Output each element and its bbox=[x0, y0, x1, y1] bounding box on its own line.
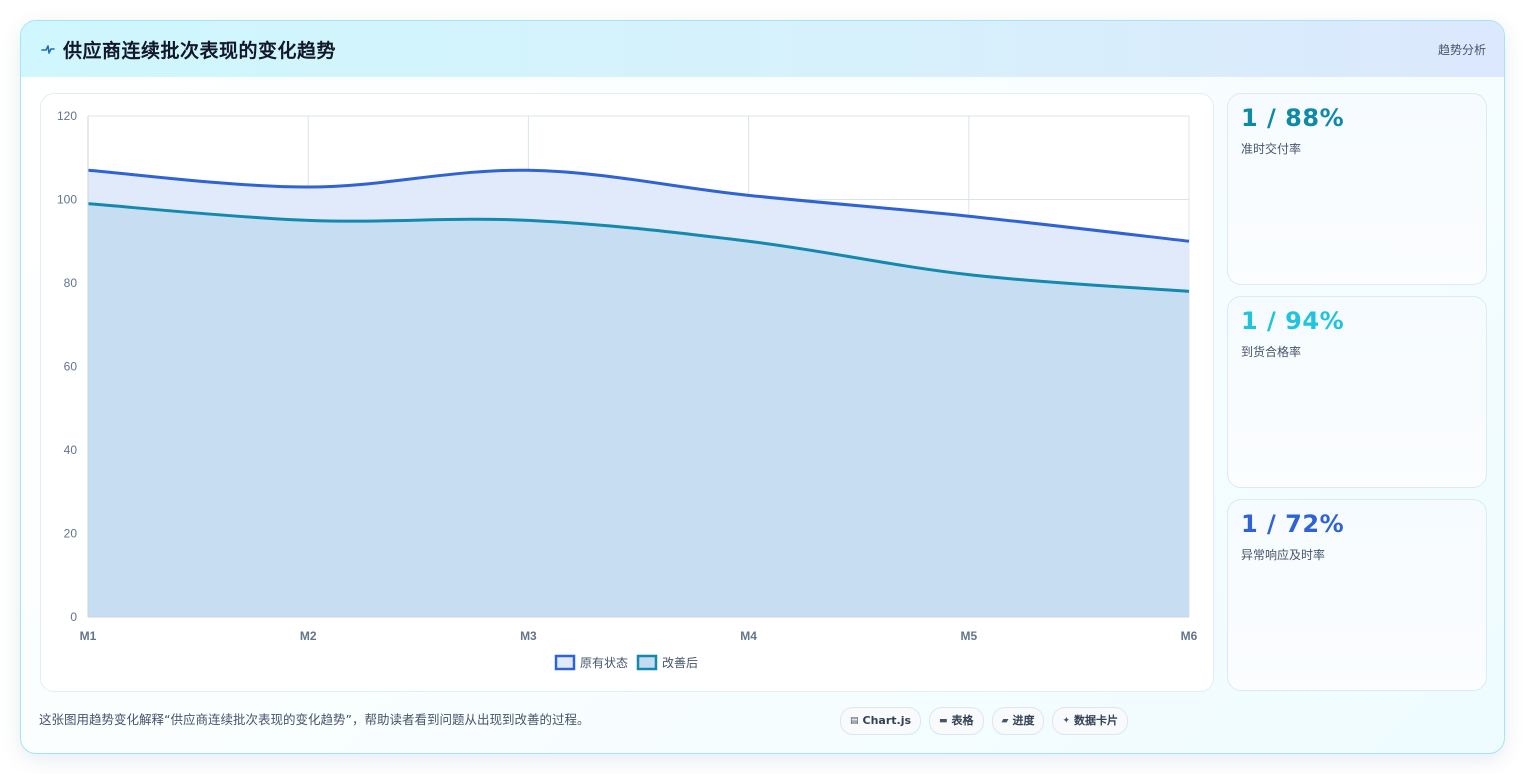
kpi-label: 到货合格率 bbox=[1241, 345, 1302, 359]
y-tick-label: 60 bbox=[64, 360, 78, 374]
card-header: 供应商连续批次表现的变化趋势 趋势分析 bbox=[21, 21, 1504, 77]
tech-chips: ▤ Chart.js ▬ 表格 ▰ 进度 ✦ 数据卡片 bbox=[840, 707, 1129, 735]
kpi-card-arrival-quality: 1 / 94% 到货合格率 bbox=[1227, 296, 1487, 488]
chart-card: 供应商连续批次表现的变化趋势 趋势分析 0 20 40 60 80 100 120 M1 M2 M… bbox=[20, 20, 1505, 754]
chart-panel: 0 20 40 60 80 100 120 M1 M2 M3 M4 M5 M6 原有状态 改善后 bbox=[40, 93, 1214, 692]
legend-label: 原有状态 bbox=[580, 656, 628, 670]
chip-label: 数据卡片 bbox=[1074, 714, 1119, 727]
kpi-card-response-timeliness: 1 / 72% 异常响应及时率 bbox=[1227, 499, 1487, 691]
y-tick-label: 20 bbox=[64, 527, 78, 541]
y-tick-label: 0 bbox=[70, 610, 77, 624]
chip-label: 表格 bbox=[951, 714, 974, 727]
header-tag: 趋势分析 bbox=[1437, 43, 1486, 57]
x-tick-label: M3 bbox=[520, 629, 537, 643]
x-tick-label: M1 bbox=[80, 629, 97, 643]
kpi-value: 1 / 94% bbox=[1241, 307, 1345, 335]
area-chart: 0 20 40 60 80 100 120 M1 M2 M3 M4 M5 M6 原有状态 改善后 bbox=[57, 109, 1198, 671]
kpi-label: 准时交付率 bbox=[1241, 142, 1302, 156]
kpi-card-on-time-delivery: 1 / 88% 准时交付率 bbox=[1227, 93, 1487, 285]
chart-description: 这张图用趋势变化解释“供应商连续批次表现的变化趋势”，帮助读者看到问题从出现到改… bbox=[39, 712, 590, 727]
y-tick-label: 120 bbox=[57, 109, 77, 123]
kpi-label: 异常响应及时率 bbox=[1241, 548, 1326, 562]
pulse-icon bbox=[41, 45, 55, 54]
kpi-value: 1 / 72% bbox=[1241, 510, 1345, 538]
y-tick-label: 100 bbox=[57, 193, 77, 207]
chip-progress[interactable]: ▰ 进度 bbox=[991, 707, 1045, 735]
chip-table[interactable]: ▬ 表格 bbox=[929, 707, 984, 735]
x-tick-label: M6 bbox=[1181, 629, 1198, 643]
chip-label: Chart.js bbox=[862, 714, 912, 727]
series-line-1 bbox=[87, 168, 1190, 243]
chart-icon: ▤ bbox=[850, 716, 859, 726]
x-tick-label: M5 bbox=[960, 629, 977, 643]
legend-swatch bbox=[636, 654, 658, 671]
chip-label: 进度 bbox=[1012, 714, 1035, 727]
x-tick-label: M2 bbox=[300, 629, 317, 643]
sparkle-icon: ✦ bbox=[1062, 716, 1071, 726]
legend-label: 改善后 bbox=[662, 655, 698, 670]
kpi-value: 1 / 88% bbox=[1241, 104, 1345, 132]
series-area-2 bbox=[88, 203, 1189, 618]
page-title: 供应商连续批次表现的变化趋势 bbox=[63, 40, 337, 62]
series-line-2 bbox=[87, 202, 1190, 293]
x-tick-label: M4 bbox=[740, 629, 757, 643]
progress-icon: ▰ bbox=[1001, 716, 1009, 726]
chip-data-card[interactable]: ✦ 数据卡片 bbox=[1052, 707, 1129, 735]
table-icon: ▬ bbox=[939, 716, 948, 726]
y-tick-label: 40 bbox=[64, 443, 78, 457]
chip-chartjs[interactable]: ▤ Chart.js bbox=[840, 707, 922, 735]
legend-swatch bbox=[554, 654, 576, 671]
y-tick-label: 80 bbox=[64, 276, 78, 290]
